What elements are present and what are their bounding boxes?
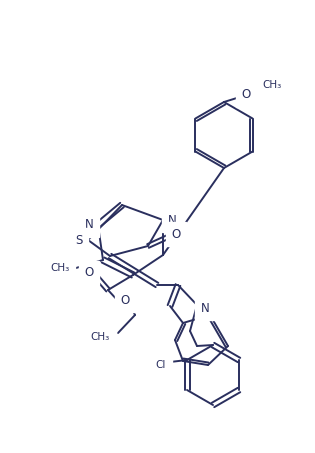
Text: N: N <box>85 218 93 231</box>
Text: O: O <box>241 88 251 101</box>
Text: O: O <box>84 266 94 280</box>
Text: Cl: Cl <box>156 360 166 370</box>
Text: O: O <box>171 227 180 241</box>
Text: N: N <box>201 302 209 314</box>
Text: N: N <box>168 213 176 226</box>
Text: O: O <box>120 294 130 307</box>
Text: CH₃: CH₃ <box>91 332 110 342</box>
Text: CH₃: CH₃ <box>262 80 282 90</box>
Text: CH₃: CH₃ <box>50 263 70 273</box>
Text: S: S <box>75 233 83 246</box>
